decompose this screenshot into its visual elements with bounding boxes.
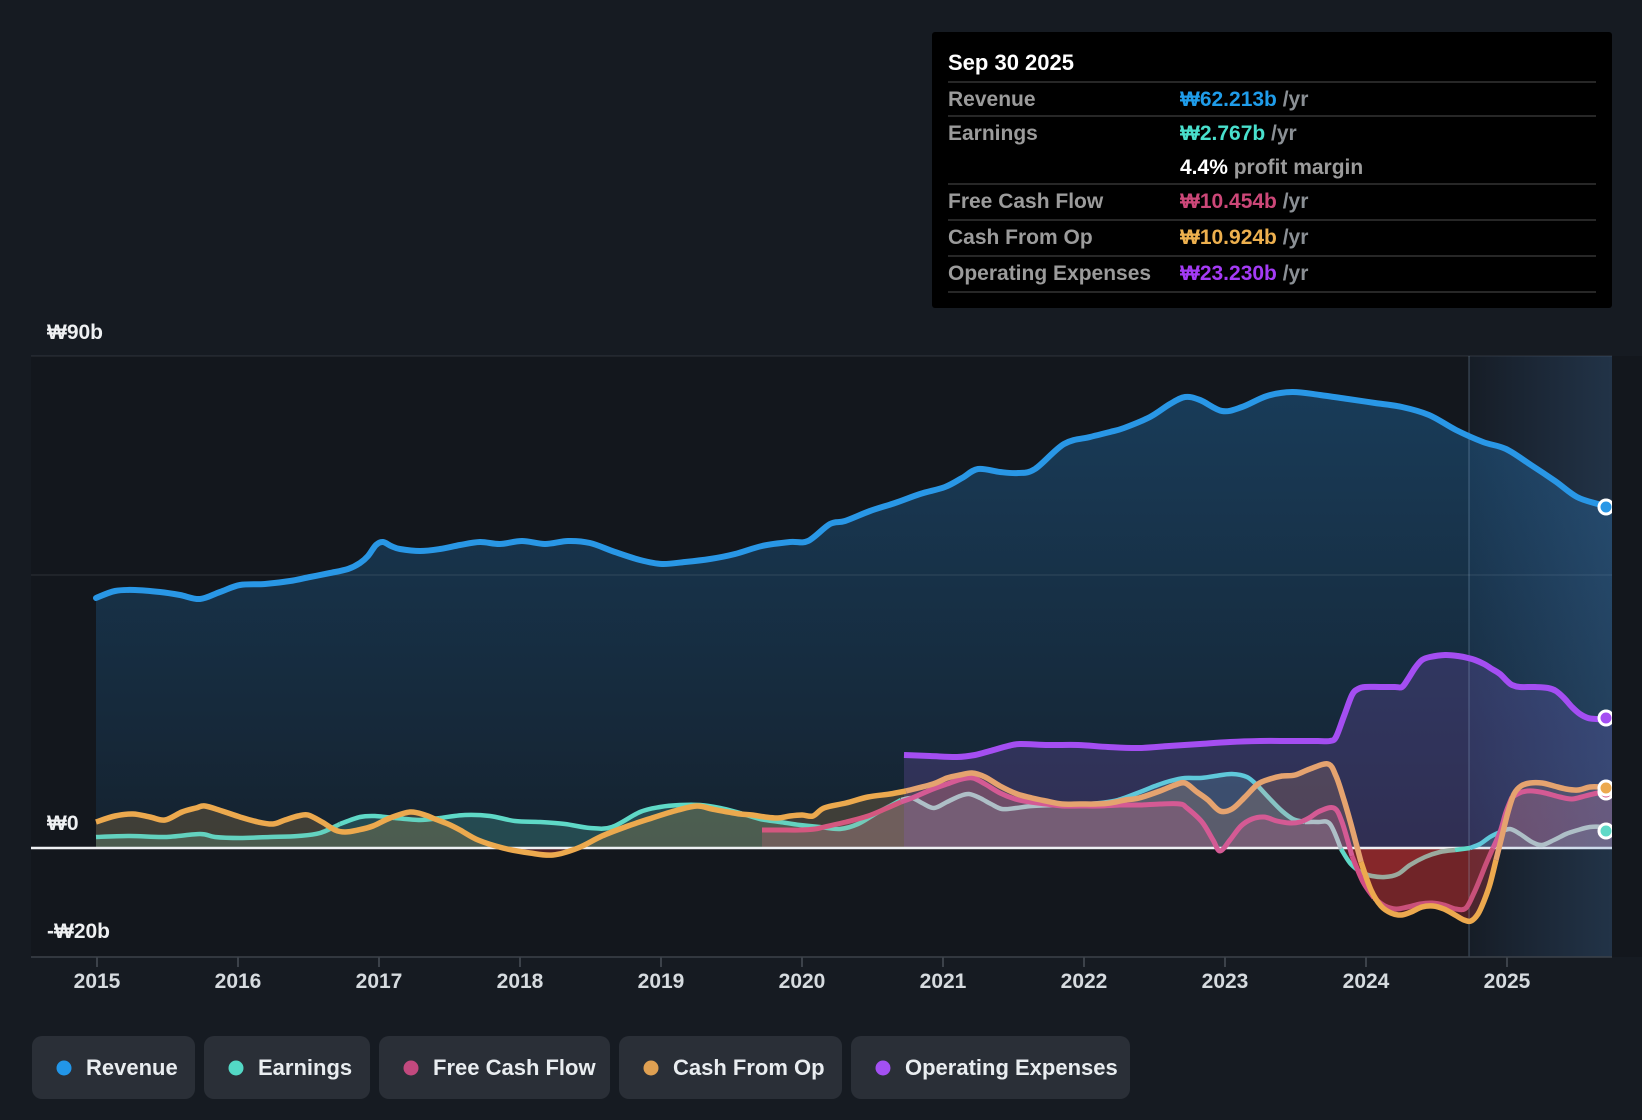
svg-text:2025: 2025 [1484,970,1531,993]
svg-text:Sep 30 2025: Sep 30 2025 [948,50,1074,75]
svg-text:₩90b: ₩90b [47,321,103,344]
svg-text:2017: 2017 [356,970,403,993]
svg-text:2022: 2022 [1061,970,1108,993]
svg-text:4.4% profit margin: 4.4% profit margin [1180,156,1363,179]
svg-text:Earnings: Earnings [948,122,1038,145]
svg-text:₩23.230b /yr: ₩23.230b /yr [1180,262,1308,285]
svg-text:₩10.924b /yr: ₩10.924b /yr [1180,226,1308,249]
svg-text:Operating Expenses: Operating Expenses [948,262,1151,285]
svg-text:Revenue: Revenue [86,1055,178,1080]
svg-text:₩10.454b /yr: ₩10.454b /yr [1180,190,1308,213]
svg-text:2015: 2015 [74,970,121,993]
svg-text:2020: 2020 [779,970,826,993]
svg-text:2018: 2018 [497,970,544,993]
svg-text:₩2.767b /yr: ₩2.767b /yr [1180,122,1297,145]
svg-text:-₩20b: -₩20b [47,920,110,943]
svg-text:2016: 2016 [215,970,262,993]
svg-text:Cash From Op: Cash From Op [673,1055,825,1080]
svg-text:Free Cash Flow: Free Cash Flow [948,190,1104,213]
svg-text:2023: 2023 [1202,970,1249,993]
svg-text:₩0: ₩0 [47,812,79,835]
svg-text:2019: 2019 [638,970,685,993]
svg-text:Operating Expenses: Operating Expenses [905,1055,1118,1080]
svg-text:2024: 2024 [1343,970,1390,993]
svg-text:Earnings: Earnings [258,1055,352,1080]
svg-text:Free Cash Flow: Free Cash Flow [433,1055,596,1080]
svg-text:₩62.213b /yr: ₩62.213b /yr [1180,88,1308,111]
svg-text:Cash From Op: Cash From Op [948,226,1093,249]
svg-text:Revenue: Revenue [948,88,1036,111]
svg-text:2021: 2021 [920,970,967,993]
